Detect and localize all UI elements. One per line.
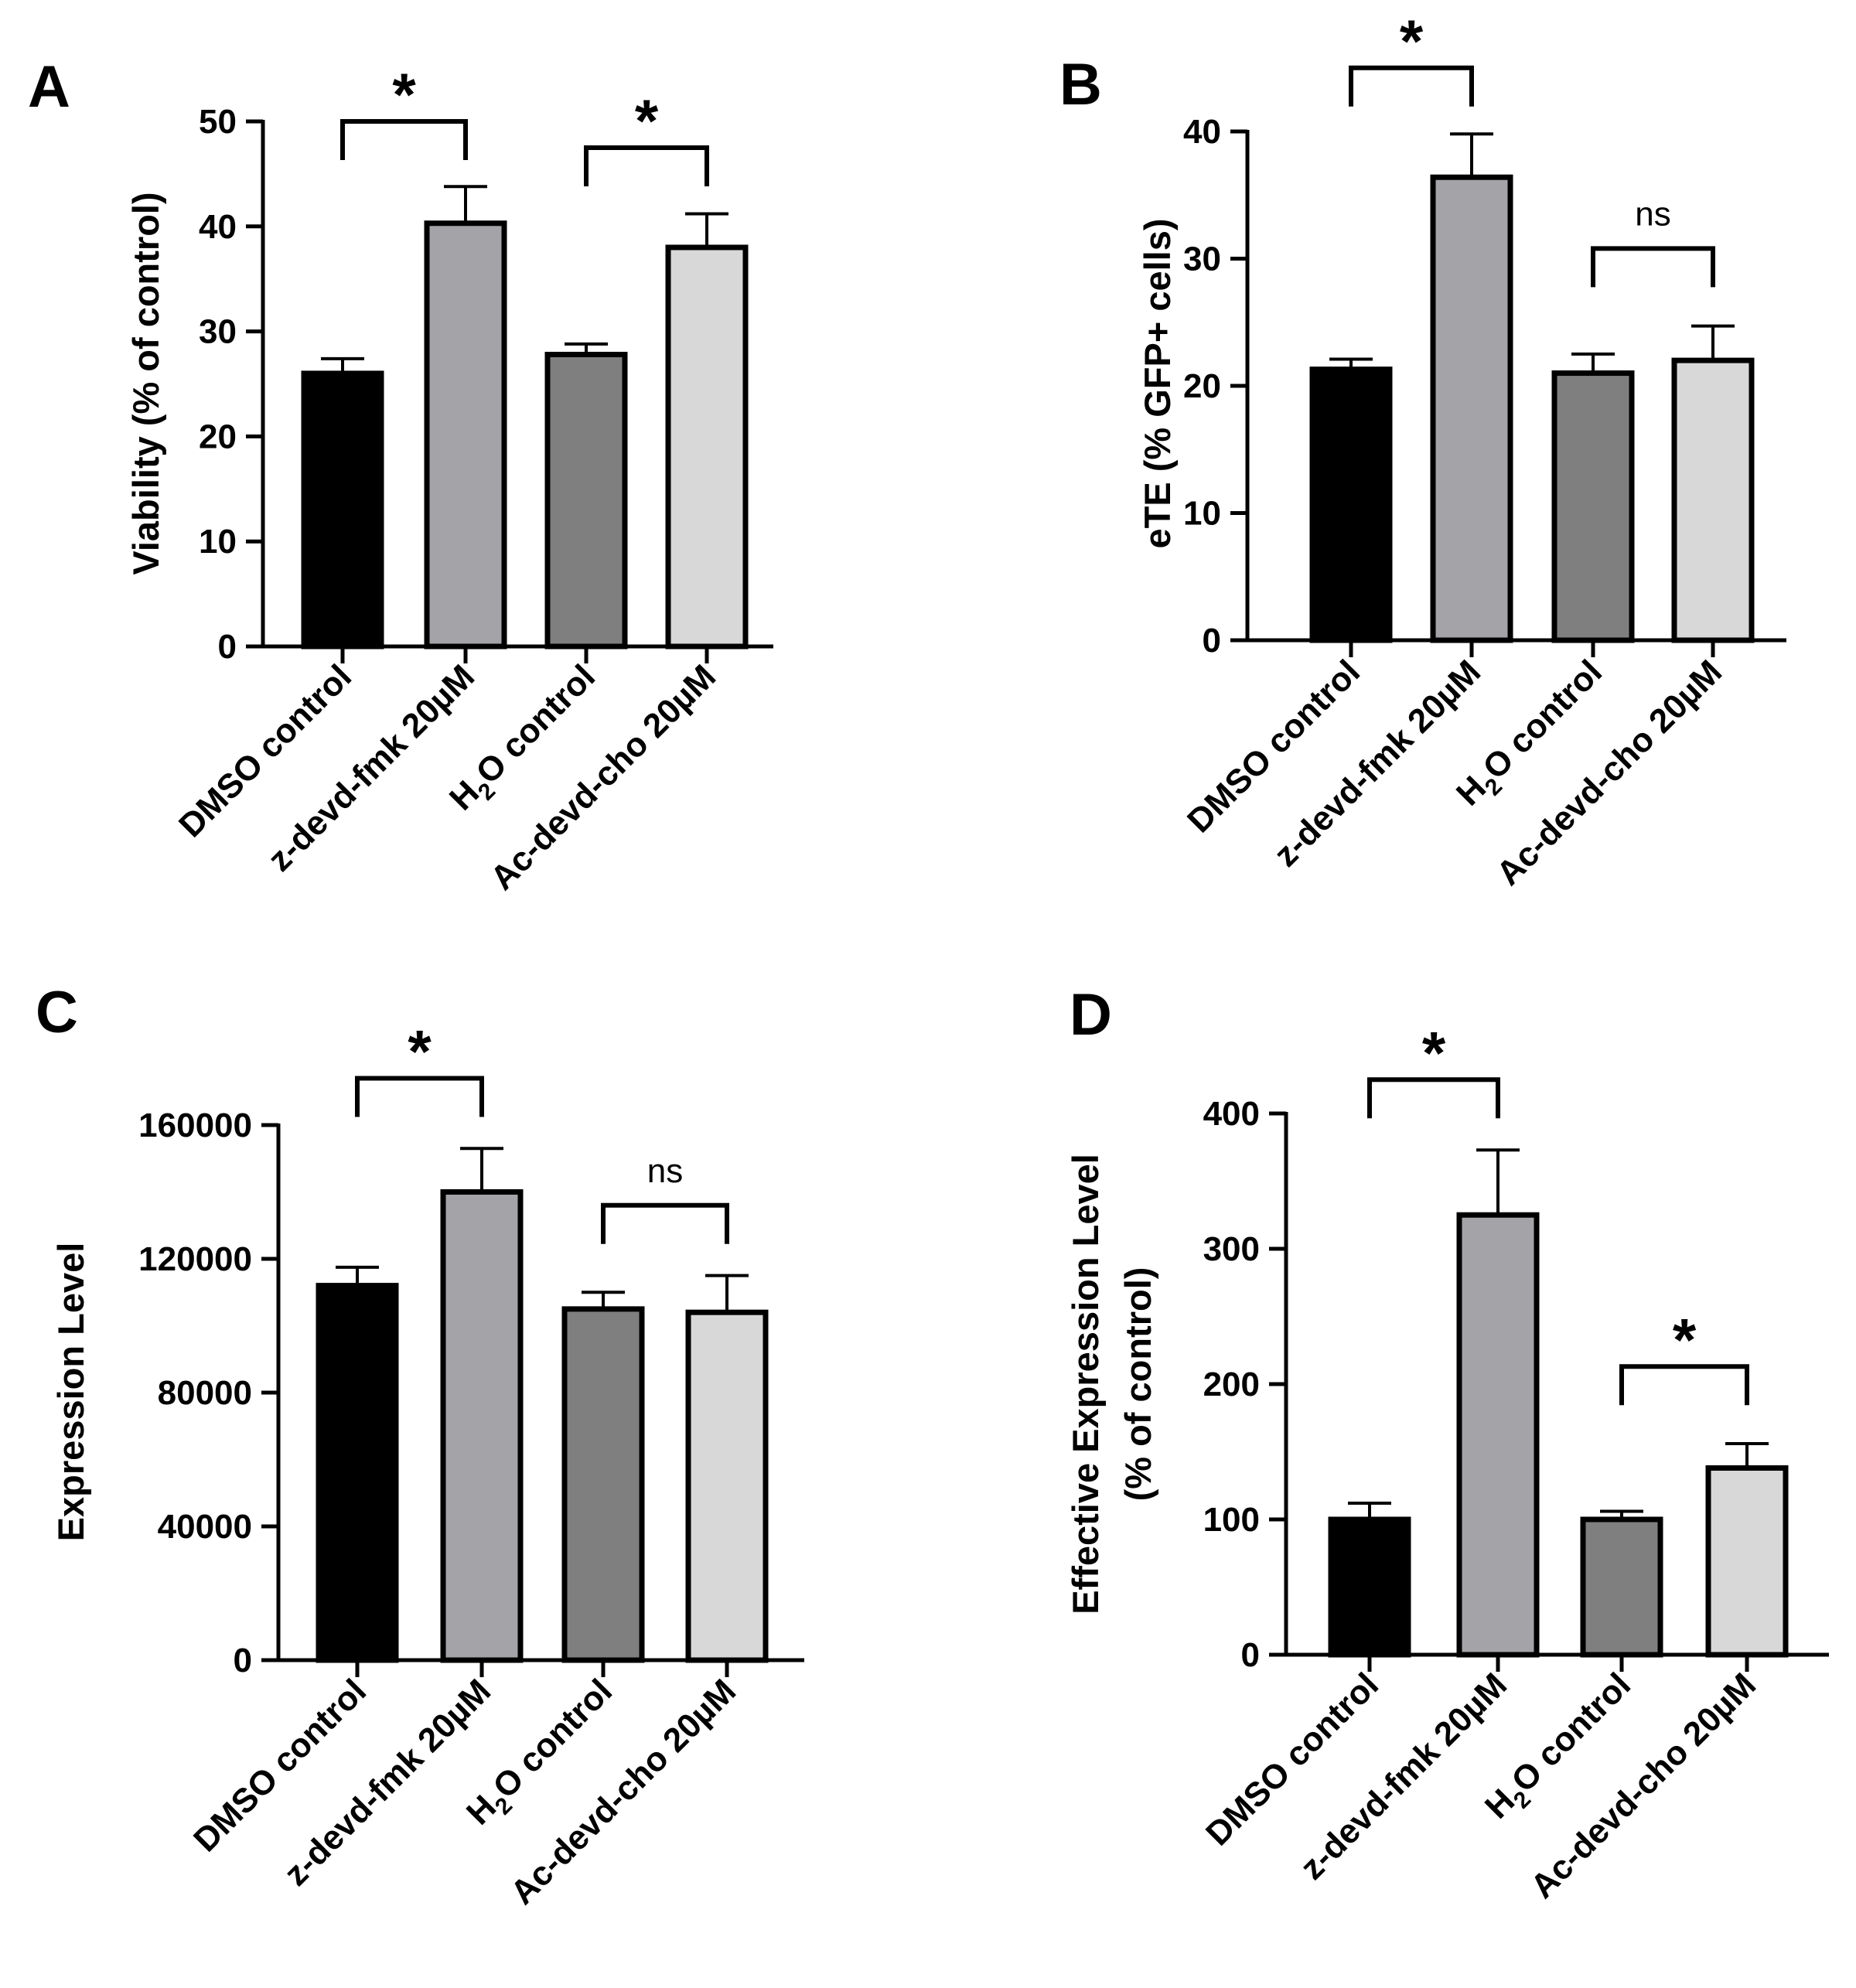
bar [1551, 370, 1635, 643]
bar [301, 370, 384, 650]
x-tick-label-text: Ac-devd-cho 20µM [1489, 653, 1729, 892]
significance-label: * [635, 87, 659, 155]
y-tick-label: 10 [199, 523, 237, 561]
significance-label: * [1422, 1018, 1446, 1086]
y-tick-label: 0 [1241, 1636, 1260, 1674]
x-tick-label: Ac-devd-cho 20µM [483, 657, 723, 897]
y-axis-title: Viability (% of control) [125, 192, 166, 575]
bar [1309, 367, 1393, 643]
bar [1456, 1212, 1540, 1658]
y-tick-label: 0 [218, 628, 237, 666]
y-tick-label: 40 [199, 208, 237, 246]
significance-bracket [1591, 246, 1715, 288]
bar [424, 220, 507, 650]
y-tick-label: 30 [199, 313, 237, 351]
y-tick-label: 80000 [158, 1374, 252, 1412]
x-tick-label-text: z-devd-fmk 20µM [1267, 653, 1488, 874]
x-tick-label: z-devd-fmk 20µM [1267, 653, 1488, 874]
y-tick-label: 50 [199, 103, 237, 141]
panel-d: D Effective Expression Level (% of control… [1065, 982, 1829, 1906]
significance-label: ns [1635, 195, 1670, 233]
significance-bracket [355, 1076, 484, 1117]
x-tick-label-text: z-devd-fmk 20µM [277, 1672, 498, 1893]
x-tick-label-text: Ac-devd-cho 20µM [503, 1672, 743, 1911]
y-tick-label: 20 [199, 418, 237, 455]
bar [1580, 1516, 1663, 1658]
significance-bracket [1619, 1364, 1749, 1406]
y-tick-label: 20 [1183, 367, 1221, 405]
x-tick-label: z-devd-fmk 20µM [277, 1672, 498, 1893]
bar [440, 1189, 524, 1663]
x-tick-label: Ac-devd-cho 20µM [1489, 653, 1729, 892]
bar [316, 1283, 399, 1663]
y-tick-label: 30 [1183, 240, 1221, 278]
x-tick-label-text: O control [1504, 1666, 1638, 1799]
x-tick-label-text: Ac-devd-cho 20µM [1523, 1666, 1763, 1905]
x-tick-label-text: z-devd-fmk 20µM [261, 657, 482, 878]
significance-bracket [584, 145, 709, 186]
y-axis-title: eTE (% GFP+ cells) [1137, 218, 1178, 548]
y-tick-label: 10 [1183, 495, 1221, 533]
significance-label: * [1673, 1305, 1697, 1373]
panel-letter: B [1059, 52, 1102, 118]
panel-letter: D [1070, 982, 1112, 1048]
y-tick-label: 300 [1203, 1230, 1260, 1268]
y-tick-label: 120000 [138, 1240, 252, 1278]
y-tick-label: 40000 [158, 1508, 252, 1546]
significance-bracket [1367, 1077, 1500, 1119]
significance-label: * [1400, 7, 1424, 75]
panel-letter: C [36, 980, 78, 1045]
significance-label: * [408, 1017, 432, 1085]
y-tick-label: 400 [1203, 1095, 1260, 1133]
bar [1328, 1516, 1411, 1658]
bar [685, 1309, 769, 1663]
significance-label: * [392, 60, 416, 128]
bar [561, 1306, 645, 1663]
panel-letter: A [28, 54, 70, 120]
significance-label: ns [647, 1152, 683, 1190]
y-tick-label: 40 [1183, 113, 1221, 151]
y-tick-label: 100 [1203, 1501, 1260, 1539]
x-tick-label-text: O control [486, 1672, 619, 1806]
x-tick-label: z-devd-fmk 20µM [261, 657, 482, 878]
x-tick-label: Ac-devd-cho 20µM [503, 1672, 743, 1911]
bar [665, 244, 749, 650]
y-tick-label: 160000 [138, 1107, 252, 1144]
significance-bracket [340, 119, 468, 160]
bar [1671, 357, 1755, 643]
y-tick-label: 0 [1203, 622, 1221, 660]
y-axis-title-line-2: (% of control) [1117, 1267, 1158, 1502]
y-axis-title: Expression Level [50, 1243, 91, 1542]
y-tick-label: 0 [234, 1642, 252, 1679]
y-tick-label: 200 [1203, 1366, 1260, 1403]
bar [1430, 174, 1513, 643]
panel-c: C Expression Level 0 40000 80000 120000 160000… [36, 980, 804, 1912]
bar [544, 351, 628, 650]
significance-bracket [1349, 65, 1474, 107]
significance-bracket [601, 1202, 729, 1244]
bar [1705, 1465, 1789, 1658]
x-tick-label-text: Ac-devd-cho 20µM [483, 657, 723, 897]
y-axis-title: Effective Expression Level [1065, 1154, 1106, 1615]
x-tick-label: Ac-devd-cho 20µM [1523, 1666, 1763, 1905]
